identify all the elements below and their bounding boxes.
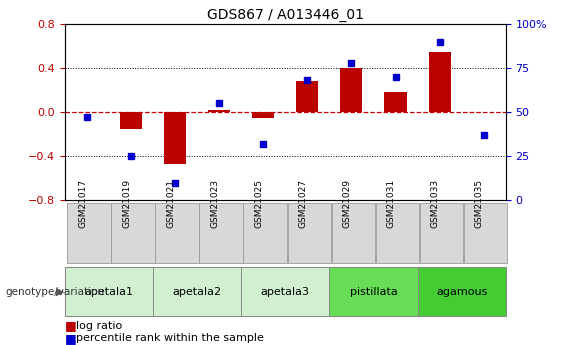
Bar [340,68,363,112]
Bar [464,203,507,263]
Bar [296,81,318,112]
Bar [199,203,243,263]
Bar [241,267,329,316]
Text: GSM21029: GSM21029 [342,179,351,228]
Bar [428,52,451,112]
Text: GSM21035: GSM21035 [475,179,484,228]
Bar [384,92,406,112]
Text: pistillata: pistillata [350,287,397,296]
Bar [244,203,287,263]
Text: GSM21027: GSM21027 [298,179,307,228]
Text: apetala3: apetala3 [261,287,310,296]
Text: GSM21031: GSM21031 [386,179,396,228]
Text: ■: ■ [65,332,77,345]
Text: log ratio: log ratio [76,321,123,331]
Title: GDS867 / A013446_01: GDS867 / A013446_01 [207,8,364,22]
Bar [67,203,111,263]
Bar [164,112,186,164]
Text: GSM21023: GSM21023 [210,179,219,228]
Bar [208,110,231,112]
Text: genotype/variation: genotype/variation [6,287,105,296]
Bar [332,203,375,263]
Text: percentile rank within the sample: percentile rank within the sample [76,333,264,343]
Bar [329,267,418,316]
Bar [120,112,142,129]
Bar [420,203,463,263]
Text: agamous: agamous [436,287,487,296]
Text: GSM21025: GSM21025 [254,179,263,228]
Text: GSM21021: GSM21021 [166,179,175,228]
Text: ▶: ▶ [56,287,65,296]
Bar [111,203,155,263]
Bar [288,203,331,263]
Bar [65,267,506,316]
Bar [252,112,275,118]
Bar [376,203,419,263]
Text: GSM21019: GSM21019 [122,179,131,228]
Bar [153,267,241,316]
Text: apetala1: apetala1 [85,287,133,296]
Bar [418,267,506,316]
Text: GSM21017: GSM21017 [78,179,87,228]
Text: ■: ■ [65,319,77,333]
Bar [155,203,199,263]
Bar [65,267,153,316]
Text: GSM21033: GSM21033 [431,179,440,228]
Text: apetala2: apetala2 [173,287,221,296]
